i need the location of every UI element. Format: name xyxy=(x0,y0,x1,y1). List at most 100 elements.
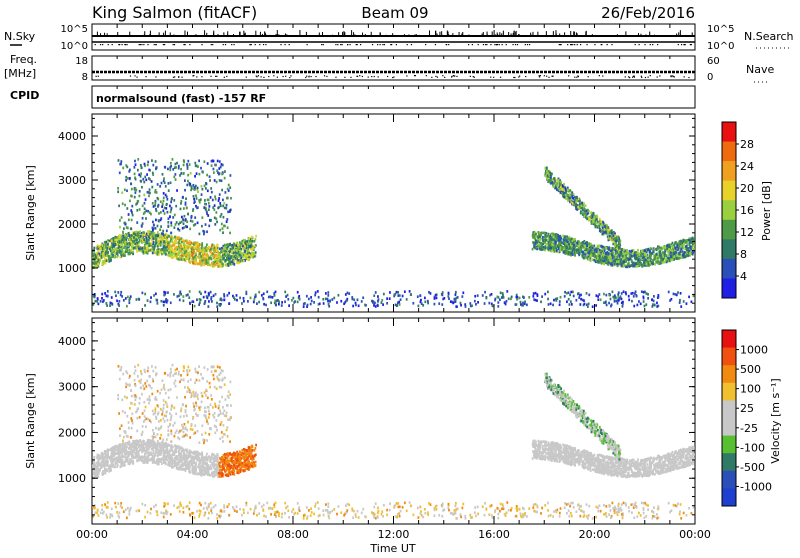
power-cell xyxy=(198,160,200,163)
power-cell xyxy=(121,191,123,194)
power-cell xyxy=(236,299,238,302)
power-cell xyxy=(240,242,242,245)
power-cell xyxy=(141,166,143,169)
cpid-label: CPID xyxy=(10,89,39,102)
power-cell xyxy=(641,254,643,257)
nsearch-dot xyxy=(678,44,679,45)
power-cell xyxy=(563,183,565,186)
power-cell xyxy=(373,294,375,297)
nave-dot xyxy=(311,76,312,77)
power-cell xyxy=(125,176,127,179)
power-cell xyxy=(200,198,202,201)
power-cell xyxy=(548,241,550,244)
power-cell xyxy=(172,168,174,171)
power-cell xyxy=(192,253,194,256)
power-cell xyxy=(539,239,541,242)
power-cell xyxy=(168,235,170,238)
power-cell xyxy=(668,248,670,251)
power-cell xyxy=(196,244,198,247)
date-title: 26/Feb/2016 xyxy=(601,4,695,22)
nsearch-dot xyxy=(472,44,473,45)
power-cell xyxy=(667,250,669,253)
power-cell xyxy=(228,292,230,295)
power-cell xyxy=(137,169,139,172)
power-cell xyxy=(160,249,162,252)
power-cell xyxy=(161,205,163,208)
nave-dot xyxy=(629,77,630,78)
power-cell xyxy=(306,295,308,298)
power-cell xyxy=(158,204,160,207)
power-cell xyxy=(163,248,165,251)
nave-dot xyxy=(454,75,455,76)
nsearch-dot xyxy=(572,44,573,45)
power-cell xyxy=(201,244,203,247)
power-cell xyxy=(406,298,408,301)
power-cell xyxy=(680,248,682,251)
power-cell xyxy=(589,248,591,251)
power-cell xyxy=(210,187,212,190)
nsearch-dot xyxy=(644,44,645,45)
power-cell xyxy=(231,250,233,253)
power-cell xyxy=(614,234,616,237)
power-cell xyxy=(347,292,349,295)
nave-dots xyxy=(96,75,690,78)
power-cell xyxy=(605,247,607,250)
power-cell xyxy=(162,230,164,233)
power-cell xyxy=(240,250,242,253)
power-cell xyxy=(96,300,98,303)
power-cell xyxy=(597,257,599,260)
power-cell xyxy=(325,298,327,301)
power-cell xyxy=(642,264,644,267)
power-cell xyxy=(169,169,171,172)
power-cell xyxy=(129,253,131,256)
power-cell xyxy=(663,246,665,249)
power-cell xyxy=(570,252,572,255)
power-cell xyxy=(253,240,255,243)
power-cell xyxy=(153,224,155,227)
power-cell xyxy=(659,255,661,258)
power-cell xyxy=(492,305,494,308)
nsearch-dot xyxy=(580,44,581,45)
power-cell xyxy=(560,181,562,184)
power-cell xyxy=(181,248,183,251)
power-cell xyxy=(558,248,560,251)
nsearch-dot xyxy=(154,44,155,45)
power-cell xyxy=(303,305,305,308)
nave-dot xyxy=(392,77,393,78)
power-cell xyxy=(168,246,170,249)
power-cell xyxy=(610,247,612,250)
nsearch-dot xyxy=(147,44,148,45)
power-cell xyxy=(242,245,244,248)
power-cell xyxy=(616,300,618,303)
nsearch-dot xyxy=(163,44,164,45)
nave-dot xyxy=(192,75,193,76)
power-cell xyxy=(571,195,573,198)
power-cell xyxy=(628,295,630,298)
power-cell xyxy=(98,250,100,253)
power-cell xyxy=(520,301,522,304)
power-cell xyxy=(599,226,601,229)
power-cell xyxy=(247,258,249,261)
power-cell xyxy=(677,248,679,251)
power-cell xyxy=(679,250,681,253)
nave-dot xyxy=(539,75,540,76)
power-cell xyxy=(567,199,569,202)
power-cell xyxy=(181,221,183,224)
power-cell xyxy=(682,239,684,242)
power-cell xyxy=(162,233,164,236)
power-cell xyxy=(203,252,205,255)
power-cell xyxy=(533,236,535,239)
power-cell xyxy=(233,263,235,266)
power-cell xyxy=(649,250,651,253)
nave-dot xyxy=(474,77,475,78)
nsearch-dot xyxy=(112,44,113,45)
power-cell xyxy=(159,234,161,237)
power-cell xyxy=(200,264,202,267)
power-cell xyxy=(606,257,608,260)
power-cell xyxy=(192,209,194,212)
power-cell xyxy=(136,209,138,212)
power-cell xyxy=(233,296,235,299)
power-cell xyxy=(151,159,153,162)
power-cell xyxy=(550,172,552,175)
power-cell xyxy=(586,292,588,295)
